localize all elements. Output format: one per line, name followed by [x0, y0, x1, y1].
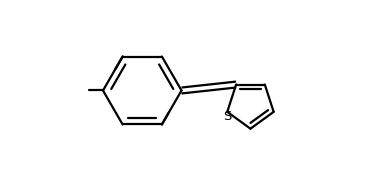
- Text: S: S: [223, 110, 231, 123]
